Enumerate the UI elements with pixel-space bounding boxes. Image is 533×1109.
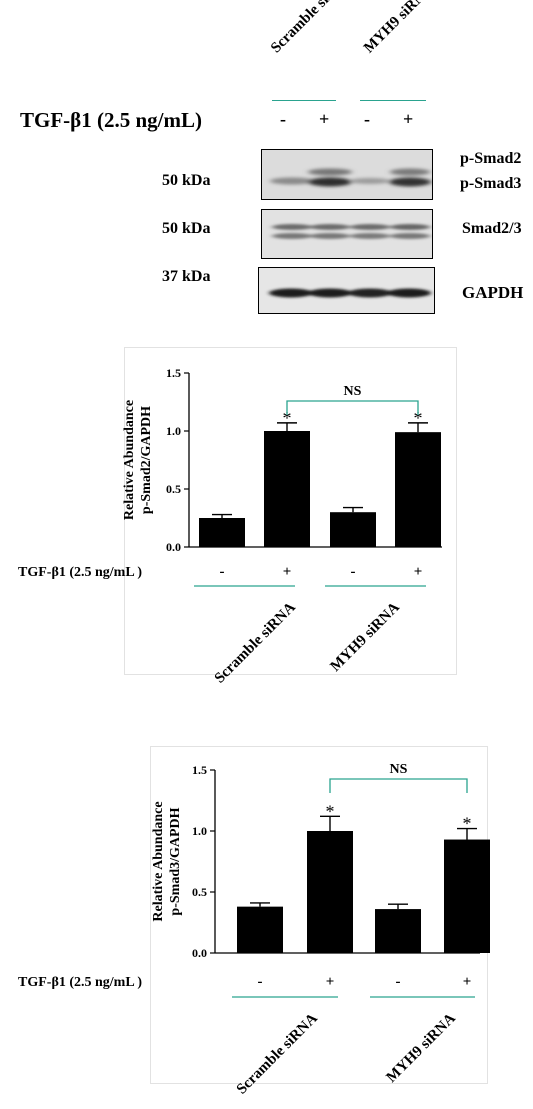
chart-1-frame bbox=[124, 347, 457, 675]
chart-2-bar bbox=[444, 839, 490, 953]
chart-2-group-label: Scramble siRNA bbox=[234, 1010, 321, 1097]
chart-1-lane-sign: + bbox=[414, 564, 423, 580]
chart-2-y-axis-label-line: p-Smad3/GAPDH bbox=[168, 807, 183, 915]
blot-group-underline-myh9 bbox=[360, 100, 426, 101]
blot-protein-label: Smad2/3 bbox=[462, 220, 522, 237]
chart-2-comparison-label: NS bbox=[390, 762, 408, 777]
chart-2-y-axis-label-line: Relative Abundance bbox=[151, 801, 166, 921]
blot-size-label: 37 kDa bbox=[162, 268, 211, 285]
chart-1-y-axis-label-line: Relative Abundance bbox=[122, 400, 137, 520]
chart-2-significance-mark: * bbox=[326, 801, 335, 821]
chart-1-y-axis-label: Relative Abundance p-Smad2/GAPDH bbox=[122, 400, 154, 520]
chart-1-lane-sign: - bbox=[351, 564, 356, 580]
chart-2-lane-sign: + bbox=[326, 974, 335, 990]
blot-band-psmad bbox=[261, 149, 433, 200]
chart-1-comparison-bracket bbox=[286, 400, 419, 415]
chart-2-y-tick-label: 1.0 bbox=[192, 824, 207, 838]
chart-2-treatment-label: TGF-β1 (2.5 ng/mL ) bbox=[18, 975, 142, 990]
chart-1-treatment-label: TGF-β1 (2.5 ng/mL ) bbox=[18, 565, 142, 580]
chart-2-group-label: MYH9 siRNA bbox=[384, 1010, 459, 1085]
chart-2-lane-sign: - bbox=[396, 974, 401, 990]
chart-1-y-tick-label: 0.0 bbox=[166, 540, 181, 554]
chart-1-y-tick-label: 0.5 bbox=[166, 482, 181, 496]
chart-2-y-axis-label: Relative Abundance p-Smad3/GAPDH bbox=[151, 801, 183, 921]
blot-band-smad23-image bbox=[272, 224, 430, 239]
blot-band-psmad-image bbox=[270, 168, 431, 187]
blot-band-gapdh-image bbox=[269, 288, 431, 298]
blot-lane-sign: - bbox=[364, 109, 370, 129]
chart-2-lane-sign: - bbox=[258, 974, 263, 990]
chart-2-lane-sign: + bbox=[463, 974, 472, 990]
chart-1-bar bbox=[264, 431, 310, 547]
chart-2-y-tick-label: 1.5 bbox=[192, 763, 207, 777]
chart-2-bar bbox=[307, 831, 353, 953]
chart-1-y-axis-label-line: p-Smad2/GAPDH bbox=[139, 406, 154, 514]
blot-treatment-label: TGF-β1 (2.5 ng/mL) bbox=[20, 108, 202, 132]
blot-size-label: 50 kDa bbox=[162, 220, 211, 237]
chart-1-lane-sign: + bbox=[283, 564, 292, 580]
blot-band-gapdh bbox=[258, 267, 435, 314]
chart-1-bar bbox=[395, 432, 441, 547]
chart-1-significance-mark: * bbox=[414, 408, 423, 428]
chart-1-significance-mark: * bbox=[283, 408, 292, 428]
blot-protein-label: p-Smad3 bbox=[460, 175, 522, 192]
blot-band-smad23 bbox=[261, 209, 433, 259]
chart-2-y-tick-label: 0.5 bbox=[192, 885, 207, 899]
chart-1-y-tick-label: 1.5 bbox=[166, 366, 181, 380]
chart-1-lane-sign: - bbox=[220, 564, 225, 580]
blot-protein-label: GAPDH bbox=[462, 283, 524, 302]
chart-1-bar bbox=[199, 518, 245, 547]
chart-2-bar bbox=[237, 906, 283, 953]
chart-1-comparison-label: NS bbox=[344, 384, 362, 399]
blot-group-underline-scramble bbox=[272, 100, 336, 101]
blot-lane-sign: + bbox=[319, 109, 330, 129]
chart-2-significance-mark: * bbox=[463, 814, 472, 834]
chart-2-y-tick-label: 0.0 bbox=[192, 946, 207, 960]
chart-1-bar bbox=[330, 512, 376, 547]
chart-2-comparison-bracket bbox=[329, 778, 468, 793]
chart-2-bar bbox=[375, 909, 421, 953]
blot-size-label: 50 kDa bbox=[162, 172, 211, 189]
blot-protein-label: p-Smad2 bbox=[460, 150, 522, 167]
blot-lane-sign: + bbox=[403, 109, 414, 129]
chart-1-y-tick-label: 1.0 bbox=[166, 424, 181, 438]
blot-lane-sign: - bbox=[280, 109, 286, 129]
